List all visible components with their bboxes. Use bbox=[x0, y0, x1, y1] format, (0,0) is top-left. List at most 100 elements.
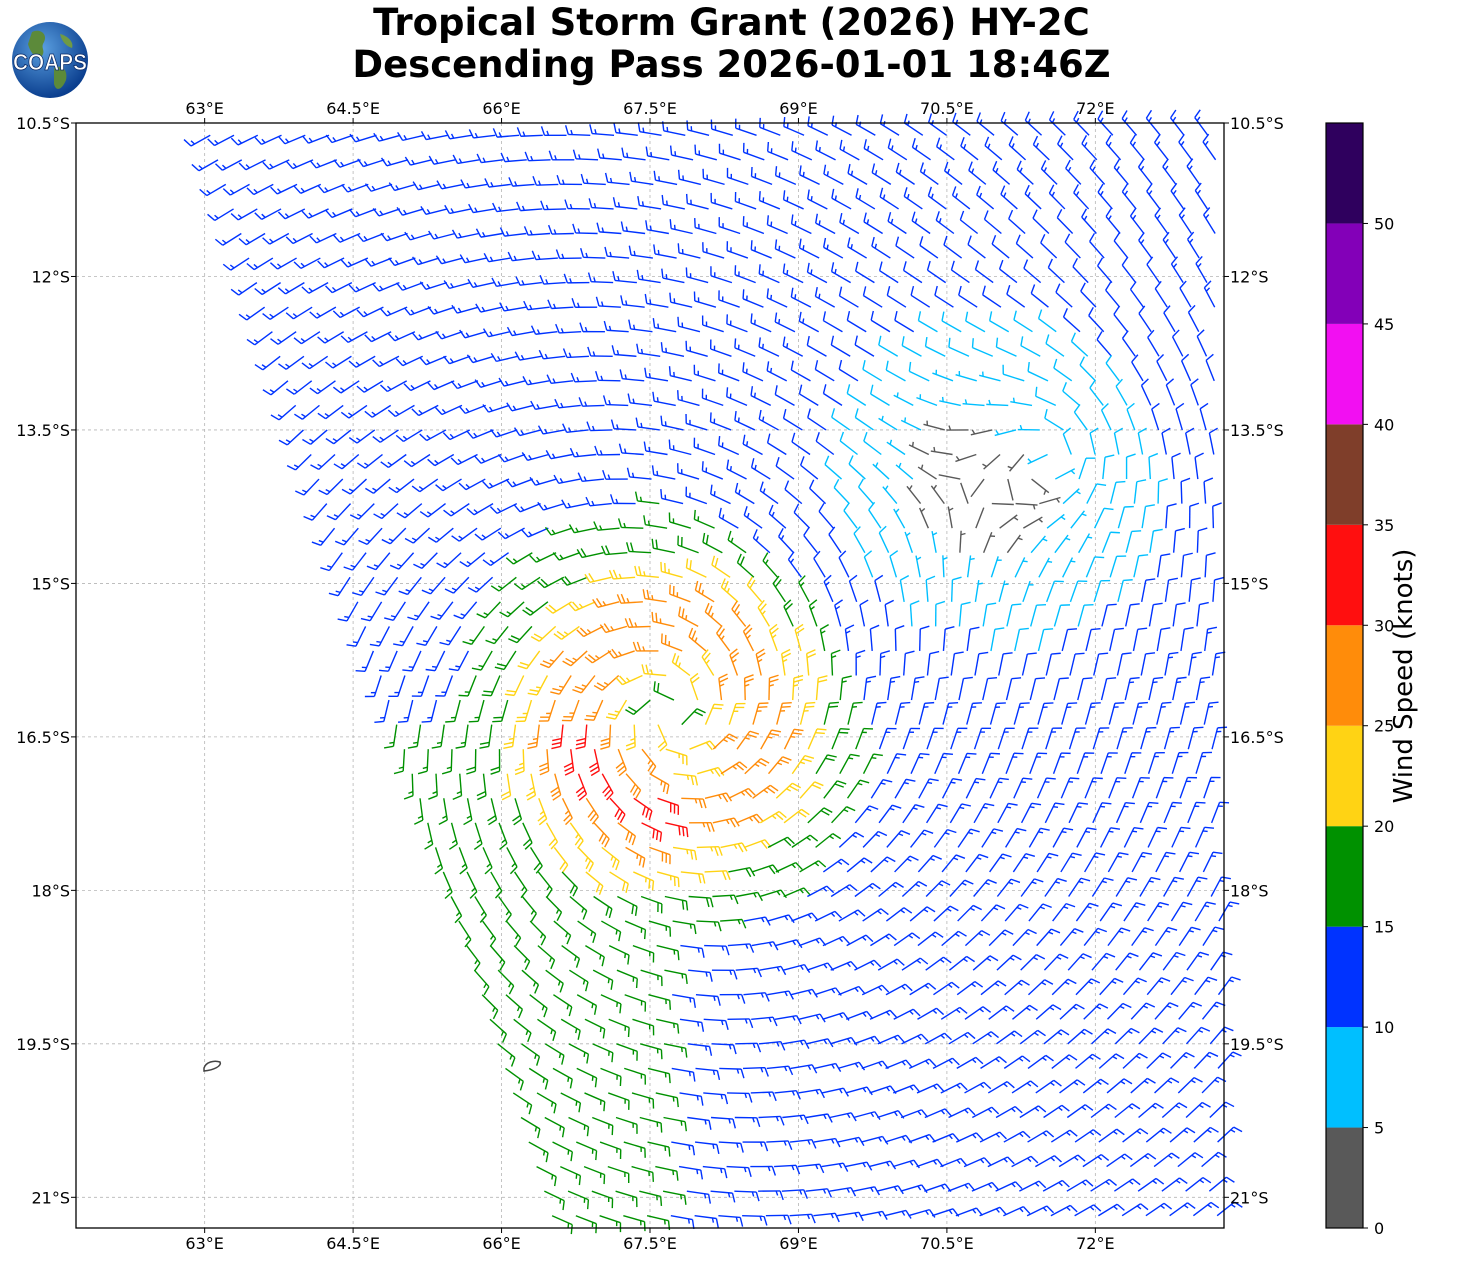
wind-barb bbox=[1203, 207, 1216, 234]
wind-barb bbox=[325, 281, 353, 294]
wind-barb bbox=[854, 408, 874, 431]
wind-barb bbox=[970, 478, 985, 498]
wind-barb bbox=[556, 174, 583, 186]
wind-barb bbox=[685, 193, 709, 210]
wind-barb bbox=[839, 139, 860, 161]
wind-barb bbox=[1032, 135, 1050, 161]
wind-barb bbox=[595, 296, 621, 308]
wind-barb bbox=[742, 289, 764, 308]
wind-barb bbox=[942, 555, 948, 578]
wind-barb bbox=[855, 188, 876, 210]
wind-barb bbox=[782, 263, 804, 284]
wind-barb bbox=[882, 485, 898, 505]
wind-barb bbox=[516, 201, 543, 212]
wind-barb bbox=[1097, 183, 1113, 210]
title-line-2: Descending Pass 2026-01-01 18:46Z bbox=[352, 43, 1111, 86]
wind-barb bbox=[191, 159, 219, 172]
wind-barb bbox=[1088, 306, 1105, 333]
wind-barb bbox=[823, 164, 844, 186]
wind-barb bbox=[325, 134, 353, 144]
wind-barb bbox=[317, 331, 345, 344]
wind-barb bbox=[1163, 305, 1176, 333]
wind-barb bbox=[1017, 424, 1040, 431]
wind-barb bbox=[459, 329, 487, 339]
wind-barb bbox=[685, 413, 708, 431]
colorbar-tick-label: 45 bbox=[1374, 315, 1394, 334]
wind-barb bbox=[568, 601, 596, 612]
wind-barb bbox=[333, 159, 361, 168]
wind-barb bbox=[1171, 452, 1181, 480]
wind-barb bbox=[927, 186, 947, 210]
wind-barb bbox=[619, 369, 645, 382]
wind-barb bbox=[373, 503, 399, 520]
wind-barb bbox=[900, 417, 922, 431]
wind-barb bbox=[1089, 427, 1099, 455]
wind-barb bbox=[1089, 232, 1105, 259]
wind-barb bbox=[459, 254, 487, 264]
wind-barb bbox=[254, 134, 282, 146]
wind-barb bbox=[677, 316, 701, 333]
wind-barb bbox=[1145, 109, 1161, 136]
wind-barb bbox=[1117, 579, 1133, 603]
wind-barb bbox=[222, 257, 250, 271]
wind-barb bbox=[254, 282, 281, 296]
wind-barb bbox=[1096, 331, 1113, 357]
wind-barb bbox=[309, 306, 337, 319]
wind-barb bbox=[1175, 402, 1185, 431]
wind-barb bbox=[1187, 304, 1200, 333]
wind-barb bbox=[847, 163, 868, 185]
wind-barb bbox=[468, 203, 495, 214]
wind-barb bbox=[1007, 454, 1025, 472]
wind-barb bbox=[420, 205, 448, 216]
wind-barb bbox=[612, 271, 637, 284]
wind-barb bbox=[352, 576, 375, 597]
wind-barb bbox=[608, 569, 636, 580]
wind-barb bbox=[564, 199, 590, 210]
wind-barb bbox=[742, 362, 764, 382]
wind-barb bbox=[380, 306, 408, 317]
wind-barb bbox=[903, 187, 923, 210]
wind-barb bbox=[458, 404, 486, 415]
wind-barb bbox=[1180, 552, 1193, 578]
wind-barb bbox=[813, 550, 826, 578]
wind-barb bbox=[348, 208, 377, 218]
wind-barb bbox=[522, 376, 550, 386]
wind-barb bbox=[822, 237, 844, 259]
wind-barb bbox=[710, 484, 731, 505]
wind-barb bbox=[946, 425, 969, 431]
wind-barb bbox=[466, 503, 494, 516]
wind-barb bbox=[878, 525, 890, 554]
wind-barb bbox=[246, 331, 273, 346]
wind-barb bbox=[262, 232, 290, 245]
wind-barb bbox=[332, 306, 360, 319]
wind-barb bbox=[466, 354, 495, 364]
wind-barb bbox=[783, 117, 805, 136]
wind-barb bbox=[293, 257, 321, 270]
wind-barb bbox=[931, 530, 938, 553]
wind-barb bbox=[183, 134, 211, 147]
wind-barb bbox=[660, 561, 683, 578]
wind-barb bbox=[1203, 280, 1216, 308]
wind-barb bbox=[685, 558, 707, 578]
wind-barb bbox=[798, 311, 820, 333]
wind-barb bbox=[968, 161, 987, 185]
wind-barb bbox=[490, 352, 518, 363]
wind-barb bbox=[983, 210, 1002, 235]
wind-barb bbox=[1137, 158, 1153, 185]
wind-barb bbox=[545, 450, 573, 460]
wind-barb bbox=[1000, 185, 1018, 210]
wind-barb bbox=[505, 552, 533, 565]
wind-barb bbox=[1085, 556, 1105, 578]
wind-barb bbox=[822, 384, 843, 406]
wind-barb bbox=[1023, 259, 1042, 284]
wind-barb bbox=[908, 441, 930, 456]
wind-barb bbox=[1117, 505, 1134, 529]
wind-barb bbox=[800, 456, 819, 480]
wind-barb bbox=[1013, 310, 1033, 333]
wind-barb bbox=[862, 286, 883, 308]
wind-barb bbox=[830, 335, 851, 357]
wind-barb bbox=[411, 256, 440, 266]
wind-barb bbox=[1086, 483, 1107, 504]
wind-barb bbox=[1113, 159, 1129, 185]
